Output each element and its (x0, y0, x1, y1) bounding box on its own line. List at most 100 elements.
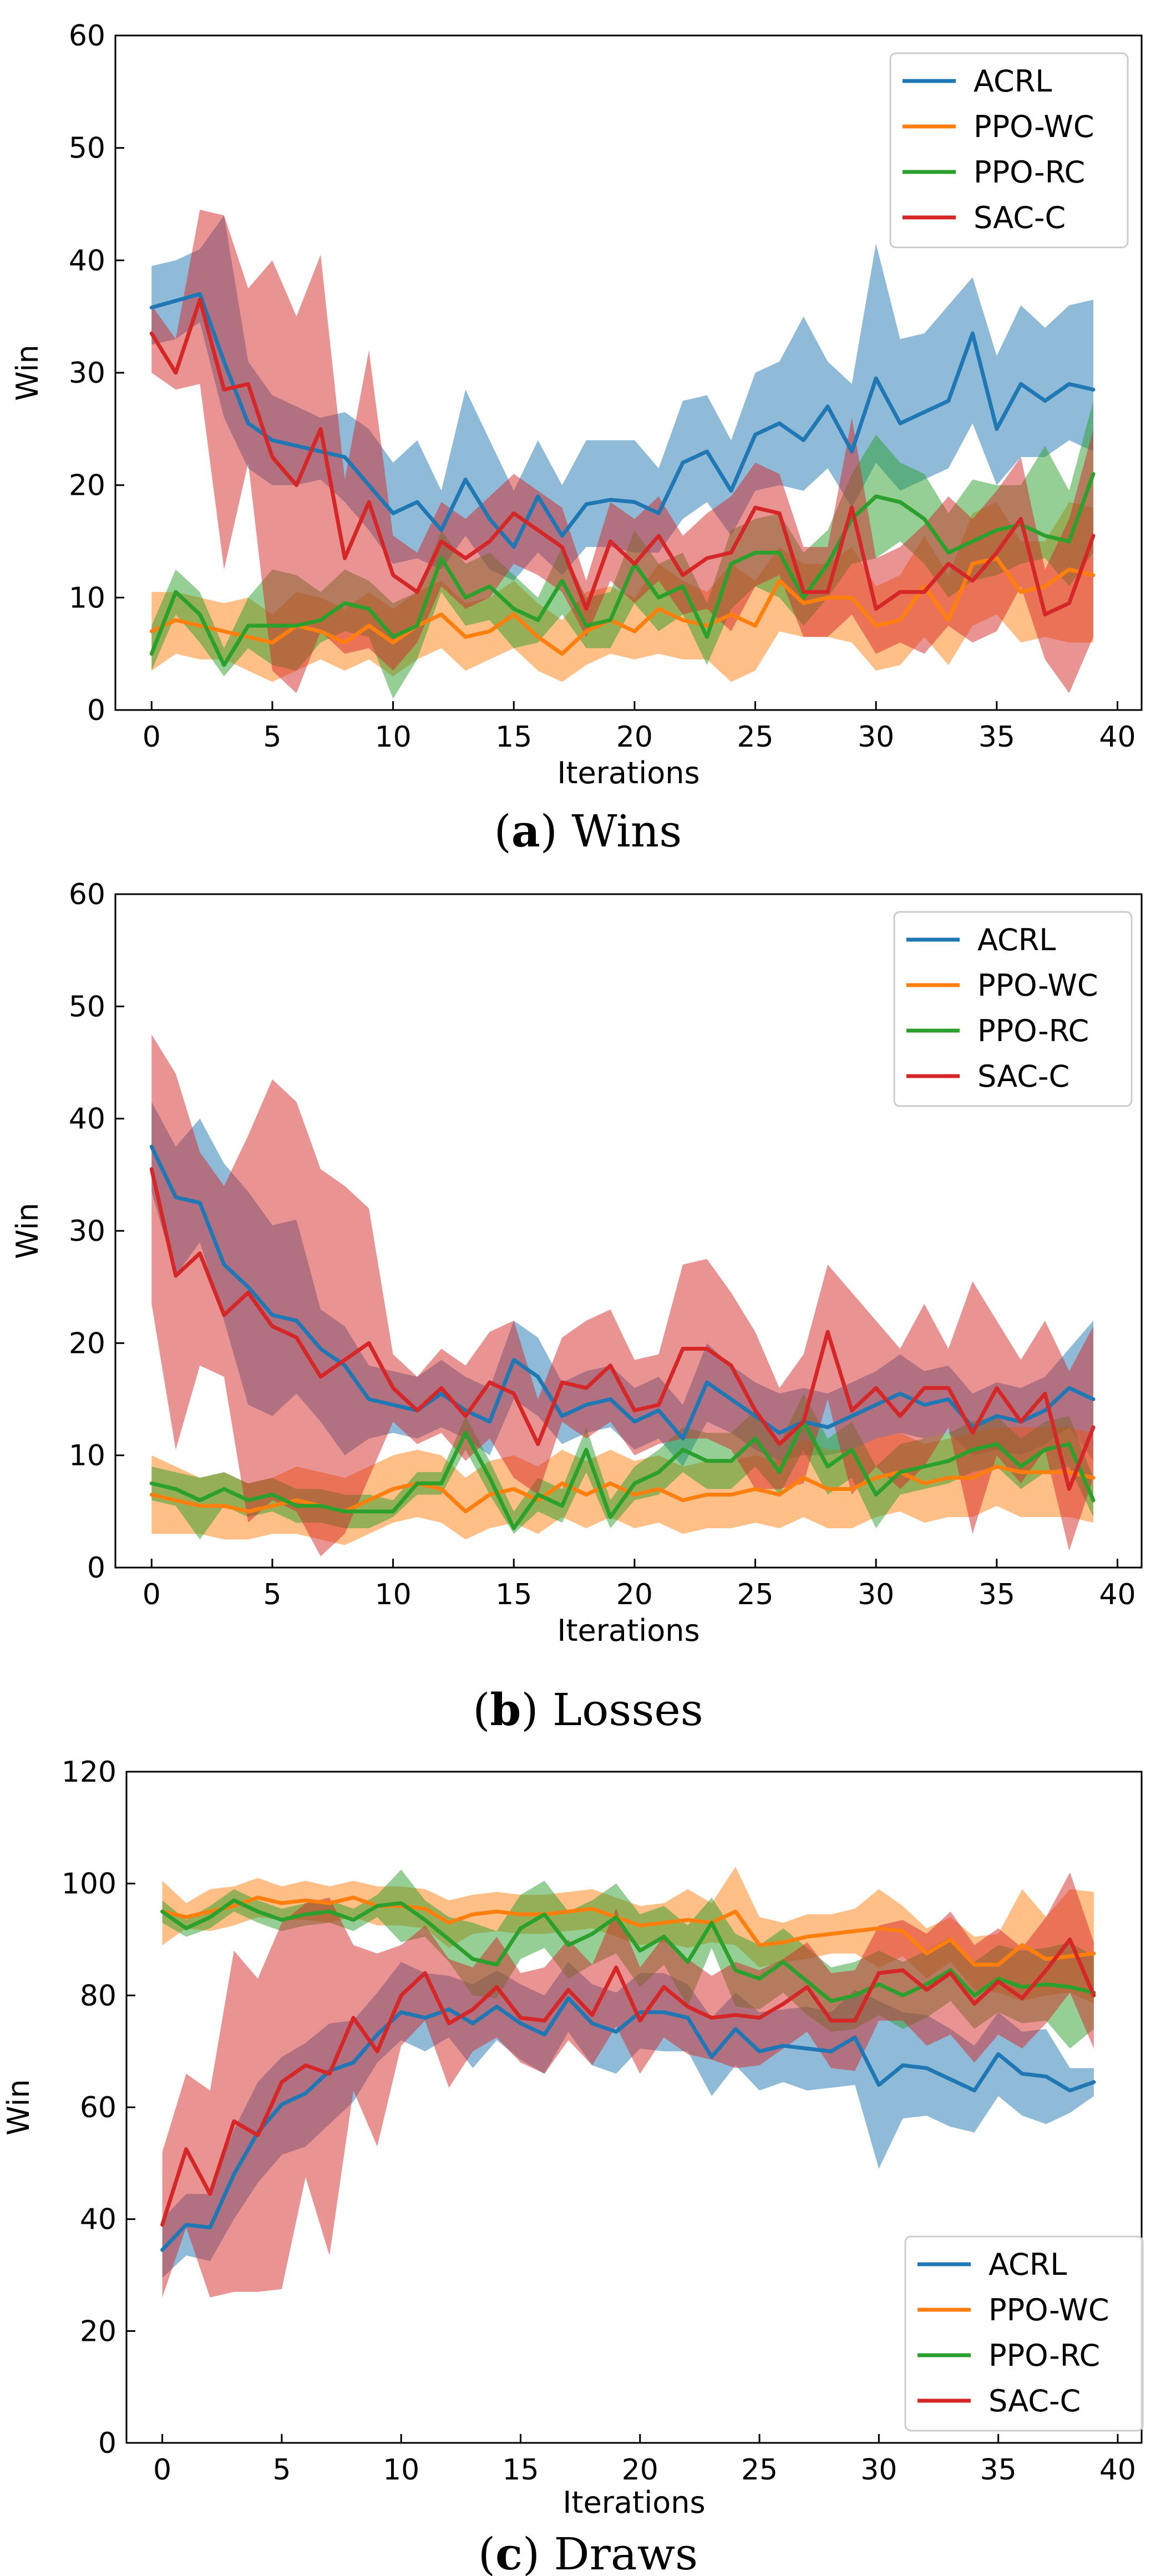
y-tick-label: 50 (69, 990, 105, 1023)
caption-letter: a (511, 805, 540, 857)
x-tick-label: 15 (495, 1578, 532, 1611)
caption-text: Wins (571, 805, 682, 857)
legend-frame (889, 52, 1129, 249)
caption-close-paren: ) (540, 805, 572, 857)
y-axis-label: Win (10, 344, 45, 400)
panel-draws: 0 5 10 15 20 25 30 35 40 0 20 40 60 80 100 120 Iteration… (1, 1756, 1144, 2576)
series-line-ppo-rc (149, 471, 1096, 667)
y-tick-label: 20 (69, 469, 105, 503)
legend-label: ACRL (974, 64, 1052, 99)
caption-letter: b (490, 1683, 521, 1736)
legend-label: PPO-RC (974, 155, 1085, 190)
series-line-acrl (160, 1996, 1096, 2252)
series-line-ppo-rc (149, 1419, 1096, 1530)
x-tick-label: 10 (375, 1578, 412, 1611)
legend-label: ACRL (989, 2247, 1067, 2282)
caption-open-paren: ( (478, 2528, 495, 2576)
y-tick-label: 0 (87, 694, 105, 727)
x-tick-label: 5 (263, 1578, 281, 1611)
panel-caption: (a) Wins (494, 805, 682, 857)
series-line-ppo-wc (149, 1464, 1096, 1514)
x-tick-label: 20 (616, 1578, 653, 1611)
x-tick-label: 0 (143, 1578, 161, 1611)
legend: ACRL PPO-WC PPO-RC SAC-C (904, 2235, 1144, 2432)
x-tick-label: 35 (979, 721, 1015, 754)
x-tick-label: 10 (383, 2453, 419, 2487)
caption-text: Losses (552, 1684, 703, 1736)
caption-close-paren: ) (521, 1684, 552, 1736)
x-tick-label: 5 (272, 2453, 291, 2487)
y-tick-label: 60 (80, 2091, 116, 2124)
caption-open-paren: ( (494, 805, 511, 857)
x-tick-label: 5 (263, 721, 281, 754)
y-axis-label: Win (1, 2079, 36, 2135)
band-sac-c (151, 210, 1093, 693)
caption-text: Draws (554, 2528, 698, 2576)
x-tick-label: 15 (502, 2453, 539, 2487)
y-tick-label: 30 (69, 1215, 105, 1248)
caption-letter: c (495, 2528, 523, 2576)
legend-label: PPO-WC (977, 968, 1098, 1003)
x-axis-label: Iterations (562, 2485, 705, 2520)
x-tick-label: 40 (1099, 721, 1136, 754)
series-line-ppo-wc (149, 556, 1096, 656)
x-tick-label: 20 (616, 721, 653, 754)
legend-label: ACRL (977, 922, 1056, 957)
y-tick-label: 0 (98, 2427, 116, 2460)
legend: ACRL PPO-WC PPO-RC SAC-C (889, 52, 1129, 249)
y-tick-label: 10 (69, 1439, 105, 1473)
y-tick-label: 100 (62, 1868, 116, 1901)
y-tick-label: 60 (69, 878, 105, 911)
x-tick-label: 25 (737, 721, 773, 754)
x-tick-label: 25 (737, 1578, 773, 1611)
series-line-sac-c (149, 1167, 1096, 1491)
y-tick-label: 0 (87, 1551, 105, 1585)
series-line-ppo-wc (160, 1895, 1096, 1967)
legend-label: PPO-RC (977, 1013, 1089, 1048)
x-axis-label: Iterations (557, 755, 699, 790)
x-tick-label: 40 (1099, 2453, 1136, 2487)
y-tick-label: 120 (62, 1756, 116, 1789)
band-sac-c (162, 1872, 1094, 2298)
panel-wins: 0 5 10 15 20 25 30 35 40 0 10 20 30 40 50 60 Iterations W… (10, 19, 1143, 857)
caption-open-paren: ( (473, 1684, 490, 1736)
x-tick-label: 35 (980, 2453, 1017, 2487)
band-sac-c (151, 1034, 1093, 1556)
legend: ACRL PPO-WC PPO-RC SAC-C (893, 911, 1133, 1107)
y-tick-label: 40 (80, 2203, 116, 2237)
series-line-sac-c (149, 297, 1096, 617)
y-tick-label: 60 (69, 19, 105, 53)
x-tick-label: 0 (153, 2453, 171, 2487)
x-tick-label: 30 (858, 721, 894, 754)
panel-losses: 0 5 10 15 20 25 30 35 40 0 10 20 30 40 50 60 Iterations W… (10, 878, 1143, 1736)
y-tick-label: 30 (69, 357, 105, 390)
legend-label: SAC-C (977, 1059, 1069, 1094)
caption-close-paren: ) (523, 2528, 554, 2576)
x-axis-label: Iterations (557, 1613, 699, 1648)
panel-caption: (c) Draws (478, 2528, 698, 2576)
legend-label: SAC-C (974, 200, 1066, 235)
y-tick-label: 80 (80, 1979, 116, 2012)
legend-label: PPO-WC (989, 2293, 1109, 2327)
legend-frame (904, 2235, 1144, 2432)
series-line-acrl (149, 1144, 1096, 1441)
x-tick-label: 25 (741, 2453, 778, 2487)
x-tick-label: 20 (622, 2453, 658, 2487)
x-tick-label: 0 (143, 721, 161, 754)
series-line-ppo-rc (160, 1898, 1096, 2003)
x-tick-label: 10 (375, 721, 412, 754)
legend-frame (893, 911, 1133, 1107)
legend-label: SAC-C (989, 2384, 1081, 2418)
series-line-sac-c (160, 1938, 1096, 2227)
legend-label: PPO-WC (974, 109, 1094, 144)
x-tick-label: 30 (858, 1578, 894, 1611)
legend-label: PPO-RC (989, 2338, 1100, 2373)
x-tick-label: 40 (1099, 1578, 1136, 1611)
y-tick-label: 40 (69, 244, 105, 277)
y-tick-label: 20 (69, 1327, 105, 1360)
x-tick-label: 35 (979, 1578, 1015, 1611)
y-tick-label: 40 (69, 1103, 105, 1136)
y-tick-label: 50 (69, 132, 105, 165)
y-tick-label: 20 (80, 2315, 116, 2348)
